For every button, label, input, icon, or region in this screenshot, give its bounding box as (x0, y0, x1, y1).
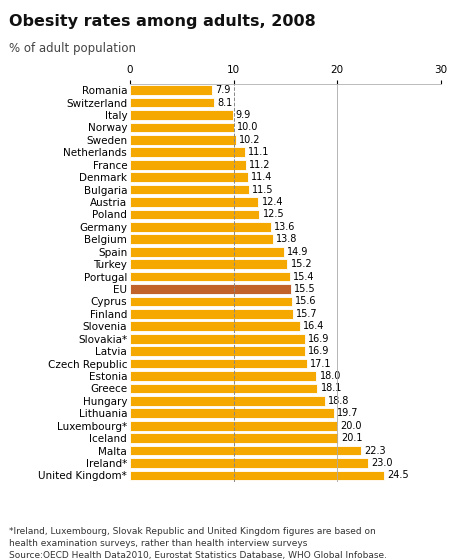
Text: 14.9: 14.9 (287, 247, 308, 256)
Bar (130, 470, 383, 480)
Bar (130, 408, 333, 418)
Text: 13.8: 13.8 (275, 234, 297, 244)
Text: 15.2: 15.2 (290, 259, 312, 269)
Text: 18.1: 18.1 (320, 384, 341, 394)
Text: 15.6: 15.6 (294, 296, 315, 306)
Text: 12.4: 12.4 (261, 197, 282, 207)
Text: 16.9: 16.9 (307, 346, 329, 356)
Text: 11.1: 11.1 (248, 147, 269, 157)
Bar (130, 197, 258, 207)
Text: 23.0: 23.0 (370, 458, 392, 468)
Bar (130, 235, 272, 244)
Text: 15.4: 15.4 (292, 272, 313, 282)
Text: 10.2: 10.2 (238, 135, 260, 145)
Text: 16.4: 16.4 (302, 321, 324, 332)
Bar (130, 371, 316, 381)
Text: 8.1: 8.1 (217, 97, 232, 108)
Text: 20.1: 20.1 (341, 433, 362, 443)
Bar (130, 110, 232, 120)
Bar (130, 297, 291, 306)
Bar (130, 446, 360, 455)
Text: 9.9: 9.9 (235, 110, 250, 120)
Bar (130, 85, 211, 95)
Bar (130, 284, 290, 294)
Bar (130, 421, 337, 431)
Bar (130, 259, 287, 269)
Bar (130, 309, 292, 319)
Bar (130, 209, 259, 220)
Text: 17.1: 17.1 (310, 358, 331, 368)
Bar (130, 135, 235, 144)
Text: 19.7: 19.7 (337, 408, 358, 418)
Text: 11.5: 11.5 (252, 185, 273, 195)
Text: 18.8: 18.8 (327, 396, 349, 406)
Text: 22.3: 22.3 (363, 446, 385, 455)
Bar (130, 123, 233, 132)
Bar (130, 458, 368, 468)
Bar (130, 359, 307, 368)
Text: 7.9: 7.9 (214, 85, 230, 95)
Text: 11.4: 11.4 (250, 172, 272, 182)
Bar (130, 396, 324, 405)
Bar (130, 346, 304, 356)
Text: Obesity rates among adults, 2008: Obesity rates among adults, 2008 (9, 14, 315, 29)
Bar (130, 185, 249, 194)
Text: 20.0: 20.0 (339, 421, 361, 431)
Bar (130, 147, 244, 157)
Text: 13.6: 13.6 (273, 222, 295, 232)
Text: 16.9: 16.9 (307, 334, 329, 344)
Bar (130, 222, 270, 232)
Text: 10.0: 10.0 (236, 123, 257, 133)
Text: 24.5: 24.5 (386, 470, 407, 480)
Text: *Ireland, Luxembourg, Slovak Republic and United Kingdom figures are based on
he: *Ireland, Luxembourg, Slovak Republic an… (9, 528, 387, 560)
Bar (130, 321, 299, 331)
Text: 15.5: 15.5 (293, 284, 314, 294)
Bar (130, 247, 284, 256)
Bar (130, 160, 245, 170)
Bar (130, 334, 304, 343)
Bar (130, 98, 213, 108)
Text: % of adult population: % of adult population (9, 42, 136, 55)
Text: 12.5: 12.5 (262, 209, 283, 220)
Bar (130, 172, 248, 182)
Text: 18.0: 18.0 (319, 371, 340, 381)
Bar (130, 433, 338, 443)
Bar (130, 384, 317, 393)
Text: 15.7: 15.7 (295, 309, 317, 319)
Text: 11.2: 11.2 (249, 160, 270, 170)
Bar (130, 272, 289, 282)
